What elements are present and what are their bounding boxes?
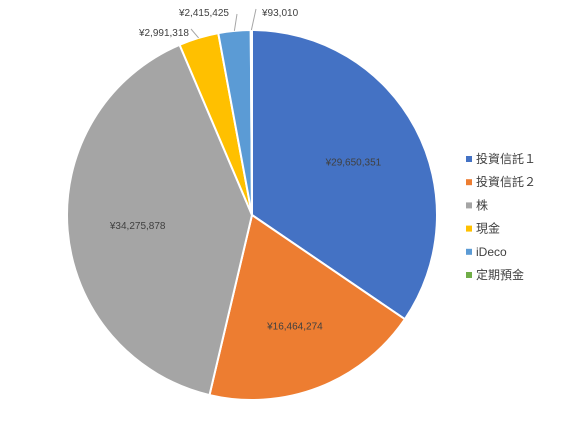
data-label-2: ¥34,275,878 — [109, 221, 166, 232]
legend-swatch-2 — [466, 202, 472, 209]
legend-swatch-1 — [466, 179, 472, 186]
legend-label-2: 株 — [476, 197, 488, 212]
data-label-4: ¥2,415,425 — [178, 8, 229, 19]
pie-slices — [66, 28, 438, 401]
pie-slice-1 — [208, 213, 407, 401]
data-label-5: ¥93,010 — [261, 8, 299, 19]
pie-slice-0 — [251, 28, 438, 321]
legend-swatch-5 — [466, 272, 472, 278]
leader-line-4 — [233, 13, 238, 31]
leader-lines — [190, 8, 257, 39]
leader-line-3 — [190, 28, 199, 39]
legend-swatch-0 — [466, 156, 472, 162]
legend-label-1: 投資信託２ — [476, 174, 536, 189]
legend-label-0: 投資信託１ — [476, 151, 536, 166]
legend-label-4: iDeco — [476, 245, 507, 259]
data-label-1: ¥16,464,274 — [266, 321, 323, 332]
data-label-3: ¥2,991,318 — [138, 28, 189, 39]
legend-swatch-3 — [466, 225, 472, 232]
data-label-0: ¥29,650,351 — [325, 157, 382, 168]
leader-line-5 — [250, 8, 257, 31]
pie-slice-5 — [249, 28, 253, 216]
legend-label-3: 現金 — [476, 221, 500, 236]
data-labels: ¥29,650,351 ¥16,464,274 ¥34,275,878 ¥2,991,… — [109, 8, 382, 332]
legend-label-5: 定期預金 — [476, 267, 524, 282]
legend-swatch-4 — [466, 248, 472, 255]
pie-slice-2 — [66, 43, 254, 397]
legend: 投資信託１ 投資信託２ 株現金 iDeco 定期預金 — [466, 151, 536, 282]
